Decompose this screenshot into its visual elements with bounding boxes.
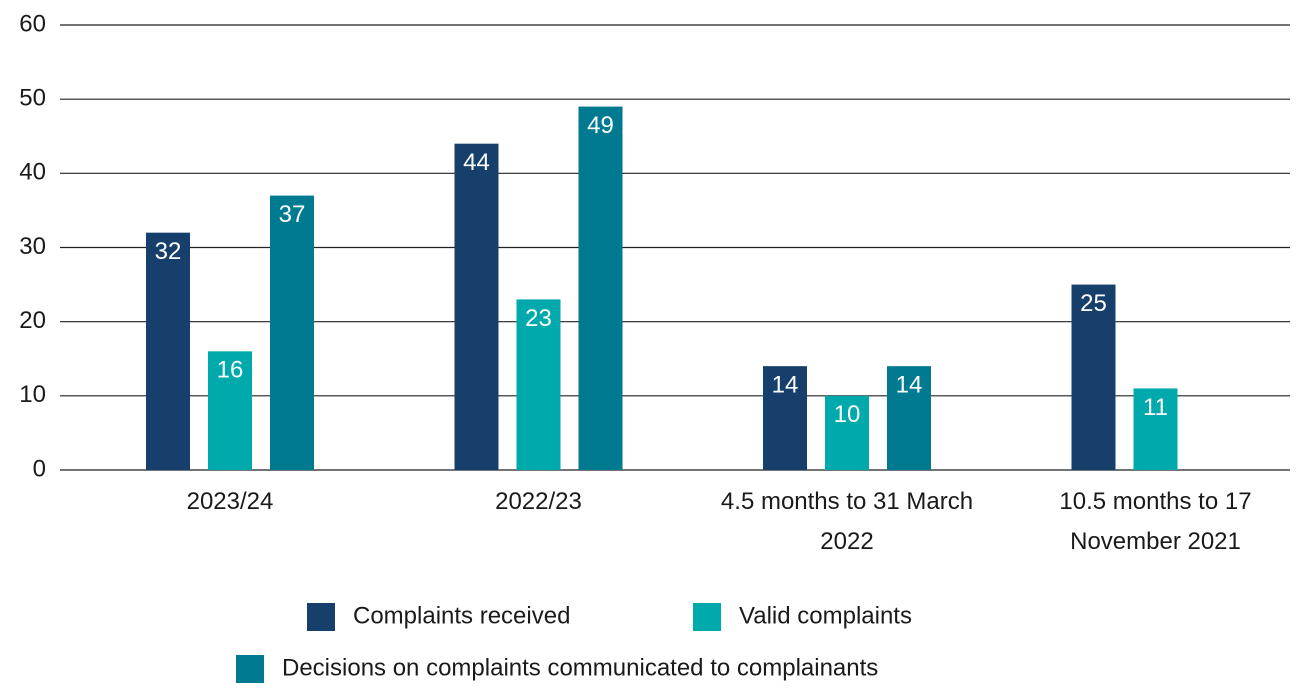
data-label: 25 (1080, 290, 1107, 317)
legend-label: Decisions on complaints communicated to … (282, 654, 878, 681)
legend-swatch (307, 603, 335, 631)
data-label: 44 (463, 149, 490, 176)
y-tick-label: 30 (19, 233, 46, 260)
legend-label: Complaints received (353, 602, 570, 629)
legend-swatch (236, 655, 264, 683)
x-tick-label: 10.5 months to 17 November 2021 (1059, 488, 1252, 555)
data-label: 14 (772, 372, 799, 399)
bar (578, 106, 623, 470)
data-label: 16 (217, 357, 244, 384)
x-tick-label: 2023/24 (186, 488, 274, 515)
bar (763, 366, 807, 470)
data-label: 32 (155, 238, 182, 265)
legend-swatch (693, 603, 721, 631)
bar (887, 366, 931, 470)
data-label: 49 (587, 112, 614, 139)
data-label: 23 (525, 305, 552, 332)
y-tick-label: 60 (19, 10, 46, 37)
x-tick-label: 4.5 months to 31 March 2022 (720, 488, 974, 555)
bar (270, 195, 314, 471)
data-label: 14 (896, 372, 923, 399)
x-tick-label: 2022/23 (495, 488, 582, 515)
data-label: 11 (1143, 394, 1168, 421)
bar (1133, 388, 1178, 470)
y-tick-label: 20 (19, 307, 46, 334)
bar (1071, 284, 1116, 470)
legend-label: Valid complaints (739, 602, 912, 629)
y-tick-label: 10 (19, 381, 46, 408)
data-label: 37 (279, 201, 306, 228)
y-tick-label: 40 (19, 159, 46, 186)
data-label: 10 (834, 401, 861, 428)
bar (825, 395, 869, 470)
y-tick-label: 50 (19, 85, 46, 112)
bar (146, 232, 190, 470)
y-tick-label: 0 (33, 455, 46, 482)
bar (516, 299, 561, 470)
bar (208, 351, 252, 470)
bar (454, 143, 499, 470)
